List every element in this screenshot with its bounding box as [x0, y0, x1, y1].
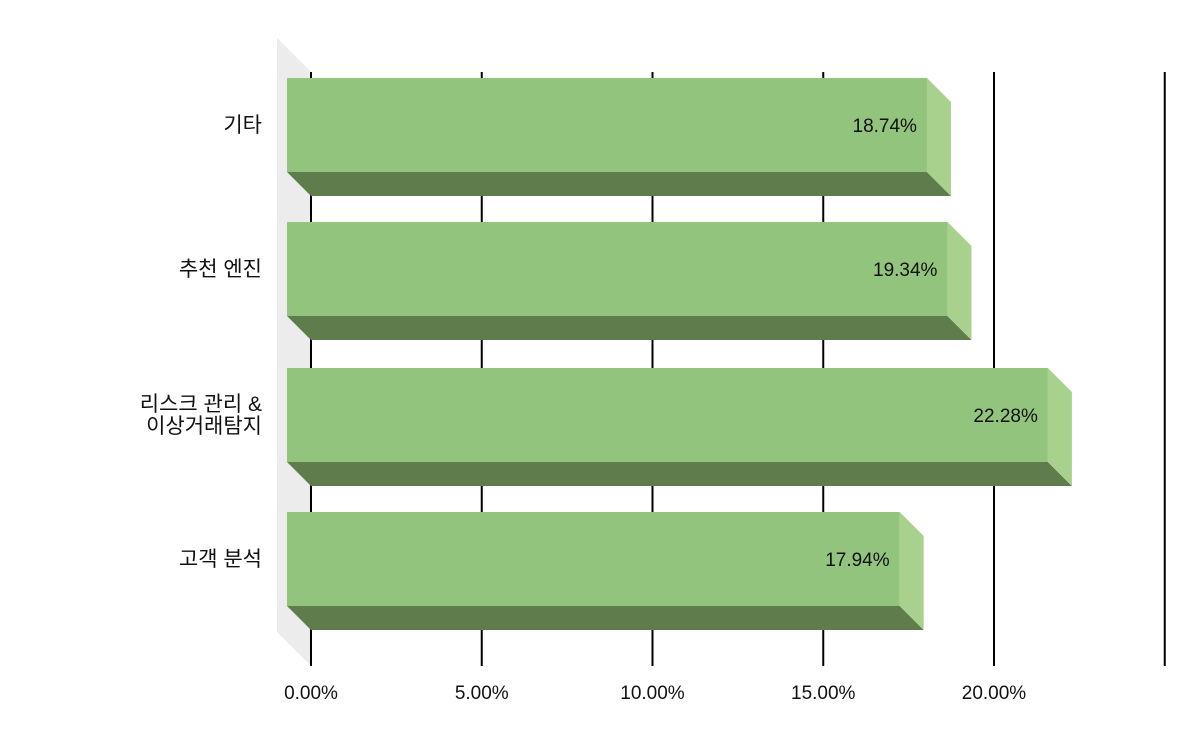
data-label: 18.74%	[853, 116, 918, 137]
x-tick-label: 15.00%	[791, 683, 856, 704]
bar-front-face	[287, 222, 948, 316]
bar: 18.74%	[287, 78, 951, 196]
bar-side-face	[926, 78, 951, 196]
x-tick-label: 10.00%	[620, 683, 685, 704]
x-tick-label: 5.00%	[455, 683, 509, 704]
bar-front-face	[287, 512, 900, 606]
x-axis-tick-labels: 0.00% 5.00% 10.00% 15.00% 20.00%	[284, 683, 1026, 704]
bar-front-face	[287, 368, 1048, 462]
x-tick-label: 20.00%	[962, 683, 1027, 704]
bar-side-face	[1047, 368, 1072, 486]
bar-bottom-face	[287, 462, 1072, 486]
bar-bottom-face	[287, 316, 972, 340]
data-label: 17.94%	[825, 550, 890, 571]
category-label: 고객 분석	[179, 548, 262, 571]
x-tick-label: 0.00%	[284, 683, 338, 704]
bar-side-face	[947, 222, 972, 340]
bar-bottom-face	[287, 606, 924, 630]
bar: 19.34%	[287, 222, 972, 340]
bar-side-face	[899, 512, 924, 630]
category-label: 리스크 관리 & 이상거래탐지	[140, 393, 262, 438]
category-label: 추천 엔진	[179, 258, 262, 281]
bars: 18.74% 19.34% 22.28% 17.94%	[287, 78, 1072, 630]
bar: 22.28%	[287, 368, 1072, 486]
bar-bottom-face	[287, 172, 951, 196]
bar: 17.94%	[287, 512, 924, 630]
data-label: 19.34%	[873, 260, 938, 281]
bar-front-face	[287, 78, 927, 172]
chart-floor	[277, 38, 311, 666]
category-label: 기타	[223, 114, 262, 137]
data-label: 22.28%	[973, 406, 1038, 427]
